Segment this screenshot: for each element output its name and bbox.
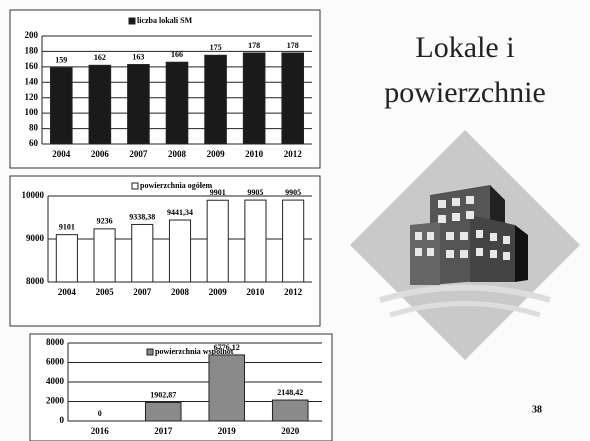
bar (242, 52, 266, 145)
x-tick-label: 2020 (281, 426, 300, 436)
x-tick-label: 2009 (209, 287, 228, 297)
x-tick-label: 2006 (91, 149, 110, 159)
value-label: 0 (98, 409, 102, 418)
x-tick-label: 2008 (171, 287, 190, 297)
bar (204, 54, 227, 145)
slide-title: powierzchnie (384, 76, 546, 109)
value-label: 175 (210, 43, 222, 52)
x-tick-label: 2008 (168, 149, 187, 159)
value-label: 9101 (59, 222, 75, 231)
value-label: 163 (132, 52, 144, 61)
y-tick-label: 100 (25, 107, 39, 117)
x-tick-label: 2010 (245, 149, 264, 159)
bar (244, 199, 267, 283)
x-tick-label: 2009 (207, 149, 226, 159)
value-label: 9905 (247, 188, 263, 197)
y-tick-label: 80 (29, 123, 39, 133)
x-tick-label: 2016 (91, 426, 110, 436)
legend-swatch (128, 17, 136, 25)
value-label: 9338,38 (129, 212, 155, 221)
y-tick-label: 200 (25, 30, 39, 40)
bar (55, 234, 78, 283)
bar (127, 64, 150, 145)
x-tick-label: 2012 (284, 287, 303, 297)
bar (206, 199, 229, 283)
bar (168, 219, 192, 283)
x-tick-label: 2007 (129, 149, 148, 159)
bar (88, 64, 112, 145)
y-tick-label: 10000 (22, 190, 45, 200)
x-tick-label: 2012 (284, 149, 303, 159)
y-tick-label: 180 (25, 45, 39, 55)
value-label: 162 (94, 53, 106, 62)
value-label: 159 (55, 55, 67, 64)
bar (93, 228, 116, 283)
y-tick-label: 140 (25, 76, 39, 86)
bar (208, 354, 246, 422)
y-tick-label: 160 (25, 61, 39, 71)
x-tick-label: 2004 (58, 287, 77, 297)
x-tick-label: 2004 (52, 149, 71, 159)
legend-swatch (146, 348, 154, 356)
x-tick-label: 2010 (246, 287, 265, 297)
value-label: 9441,34 (167, 208, 193, 217)
y-tick-label: 2000 (46, 396, 65, 406)
bar (271, 399, 309, 422)
slide-title: Lokale i (415, 31, 514, 64)
value-label: 9905 (285, 188, 301, 197)
chart-frame (29, 333, 333, 441)
x-tick-label: 2005 (96, 287, 115, 297)
y-tick-label: 8000 (26, 276, 45, 286)
y-tick-label: 120 (25, 92, 39, 102)
bar (131, 223, 154, 283)
page-number: 38 (532, 404, 542, 415)
y-tick-label: 0 (60, 415, 65, 425)
y-tick-label: 4000 (46, 376, 65, 386)
bar (281, 52, 305, 145)
y-tick-label: 9000 (26, 233, 45, 243)
bar (144, 401, 182, 422)
value-label: 2148,42 (277, 388, 303, 397)
value-label: 1902,87 (150, 390, 176, 399)
value-label: 9901 (210, 188, 226, 197)
value-label: 178 (287, 41, 299, 50)
bar (165, 61, 189, 145)
value-label: 9236 (97, 217, 113, 226)
legend-label: powierzchnia ogółem (140, 181, 213, 190)
bar (282, 199, 305, 283)
value-label: 166 (171, 50, 183, 59)
bar (49, 67, 73, 145)
x-tick-label: 2019 (218, 426, 237, 436)
legend-label: liczba lokali SM (137, 16, 193, 25)
x-tick-label: 2007 (133, 287, 152, 297)
y-tick-label: 60 (29, 138, 39, 148)
y-tick-label: 8000 (46, 337, 65, 347)
legend-swatch (131, 182, 139, 190)
x-tick-label: 2017 (154, 426, 173, 436)
y-tick-label: 6000 (46, 357, 65, 367)
building-illustration (350, 130, 580, 360)
value-label: 178 (248, 41, 260, 50)
value-label: 6776,12 (214, 343, 240, 352)
legend-label: powierzchnia wspólnot (155, 347, 234, 356)
